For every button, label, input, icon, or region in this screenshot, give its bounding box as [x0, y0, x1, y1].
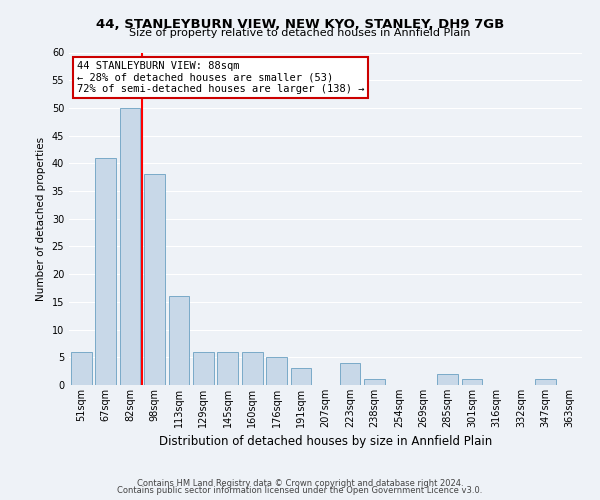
- Bar: [119, 108, 140, 385]
- Text: Size of property relative to detached houses in Annfield Plain: Size of property relative to detached ho…: [129, 28, 471, 38]
- Text: 44, STANLEYBURN VIEW, NEW KYO, STANLEY, DH9 7GB: 44, STANLEYBURN VIEW, NEW KYO, STANLEY, …: [96, 18, 504, 30]
- Bar: [242, 352, 263, 385]
- Bar: [535, 380, 556, 385]
- Bar: [437, 374, 458, 385]
- Bar: [193, 352, 214, 385]
- Bar: [95, 158, 116, 385]
- Bar: [217, 352, 238, 385]
- Text: Contains public sector information licensed under the Open Government Licence v3: Contains public sector information licen…: [118, 486, 482, 495]
- Bar: [461, 380, 482, 385]
- Bar: [340, 363, 361, 385]
- Text: 44 STANLEYBURN VIEW: 88sqm
← 28% of detached houses are smaller (53)
72% of semi: 44 STANLEYBURN VIEW: 88sqm ← 28% of deta…: [77, 61, 364, 94]
- Y-axis label: Number of detached properties: Number of detached properties: [36, 136, 46, 301]
- X-axis label: Distribution of detached houses by size in Annfield Plain: Distribution of detached houses by size …: [159, 436, 492, 448]
- Bar: [144, 174, 165, 385]
- Bar: [364, 380, 385, 385]
- Bar: [290, 368, 311, 385]
- Bar: [71, 352, 92, 385]
- Text: Contains HM Land Registry data © Crown copyright and database right 2024.: Contains HM Land Registry data © Crown c…: [137, 478, 463, 488]
- Bar: [169, 296, 190, 385]
- Bar: [266, 358, 287, 385]
